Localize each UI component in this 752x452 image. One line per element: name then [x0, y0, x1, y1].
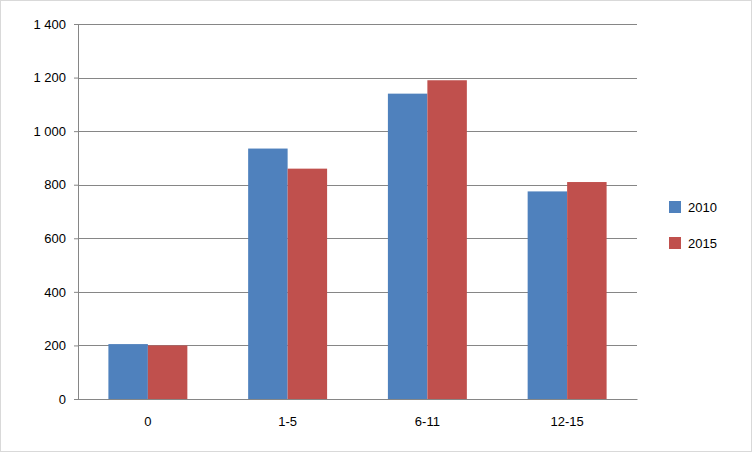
y-tick: 200	[44, 338, 78, 353]
bar	[148, 345, 187, 399]
grid-line	[78, 399, 637, 400]
x-tick-label: 12-15	[551, 414, 584, 429]
y-tick: 1 400	[33, 17, 78, 32]
y-tick-label: 400	[44, 285, 66, 300]
x-tick-label: 6-11	[415, 414, 440, 429]
bar	[108, 344, 147, 399]
grid	[78, 25, 637, 400]
y-tick-mark	[74, 399, 78, 400]
chart-container: 0 200 400 600 800 1 000 1 200 1 400 0 1-5 6-11 12-1…	[0, 0, 752, 452]
legend-label: 2010	[688, 200, 717, 215]
x-tick: 12-15	[551, 399, 584, 429]
grid-line	[78, 24, 637, 25]
bars	[108, 80, 606, 399]
y-tick-label: 1 200	[33, 70, 66, 85]
chart-frame	[1, 1, 752, 452]
x-tick: 0	[144, 399, 151, 429]
y-tick-mark	[74, 185, 78, 186]
legend-label: 2015	[688, 236, 717, 251]
bar	[427, 80, 466, 399]
y-axis-line	[74, 25, 79, 400]
grid-line	[78, 185, 637, 186]
y-tick-label: 1 400	[33, 17, 66, 32]
bar	[388, 94, 427, 399]
bar-series	[108, 94, 567, 399]
y-tick: 0	[59, 392, 78, 407]
y-tick: 1 000	[33, 124, 78, 139]
y-tick: 800	[44, 177, 78, 192]
y-tick-label: 600	[44, 231, 66, 246]
grid-line	[78, 131, 637, 132]
x-tick-label: 1-5	[278, 414, 297, 429]
grid-line	[78, 78, 637, 79]
legend: 2010 2015	[669, 200, 717, 251]
x-tick: 6-11	[415, 399, 440, 429]
y-tick-mark	[74, 78, 78, 79]
bar	[567, 182, 606, 399]
bar-series	[148, 80, 607, 399]
x-axis-line	[79, 399, 638, 400]
y-tick-mark	[74, 131, 78, 132]
y-tick: 600	[44, 231, 78, 246]
x-axis: 0 1-5 6-11 12-15	[79, 399, 638, 429]
y-tick: 400	[44, 285, 78, 300]
chart-svg: 0 200 400 600 800 1 000 1 200 1 400 0 1-5 6-11 12-1…	[0, 0, 752, 452]
x-tick: 1-5	[278, 399, 297, 429]
y-tick: 1 200	[33, 70, 78, 85]
y-tick-mark	[74, 292, 78, 293]
y-tick-label: 0	[59, 392, 66, 407]
bar	[288, 169, 327, 399]
y-tick-label: 200	[44, 338, 66, 353]
y-tick-mark	[74, 345, 78, 346]
bar	[248, 149, 287, 399]
y-axis: 0 200 400 600 800 1 000 1 200 1 400	[33, 17, 78, 407]
y-tick-mark	[74, 238, 78, 239]
bar	[528, 191, 567, 399]
y-tick-mark	[74, 24, 78, 25]
y-tick-label: 1 000	[33, 124, 66, 139]
x-tick-label: 0	[144, 414, 151, 429]
y-tick-label: 800	[44, 177, 66, 192]
legend-swatch	[669, 237, 681, 249]
legend-swatch	[669, 201, 681, 213]
